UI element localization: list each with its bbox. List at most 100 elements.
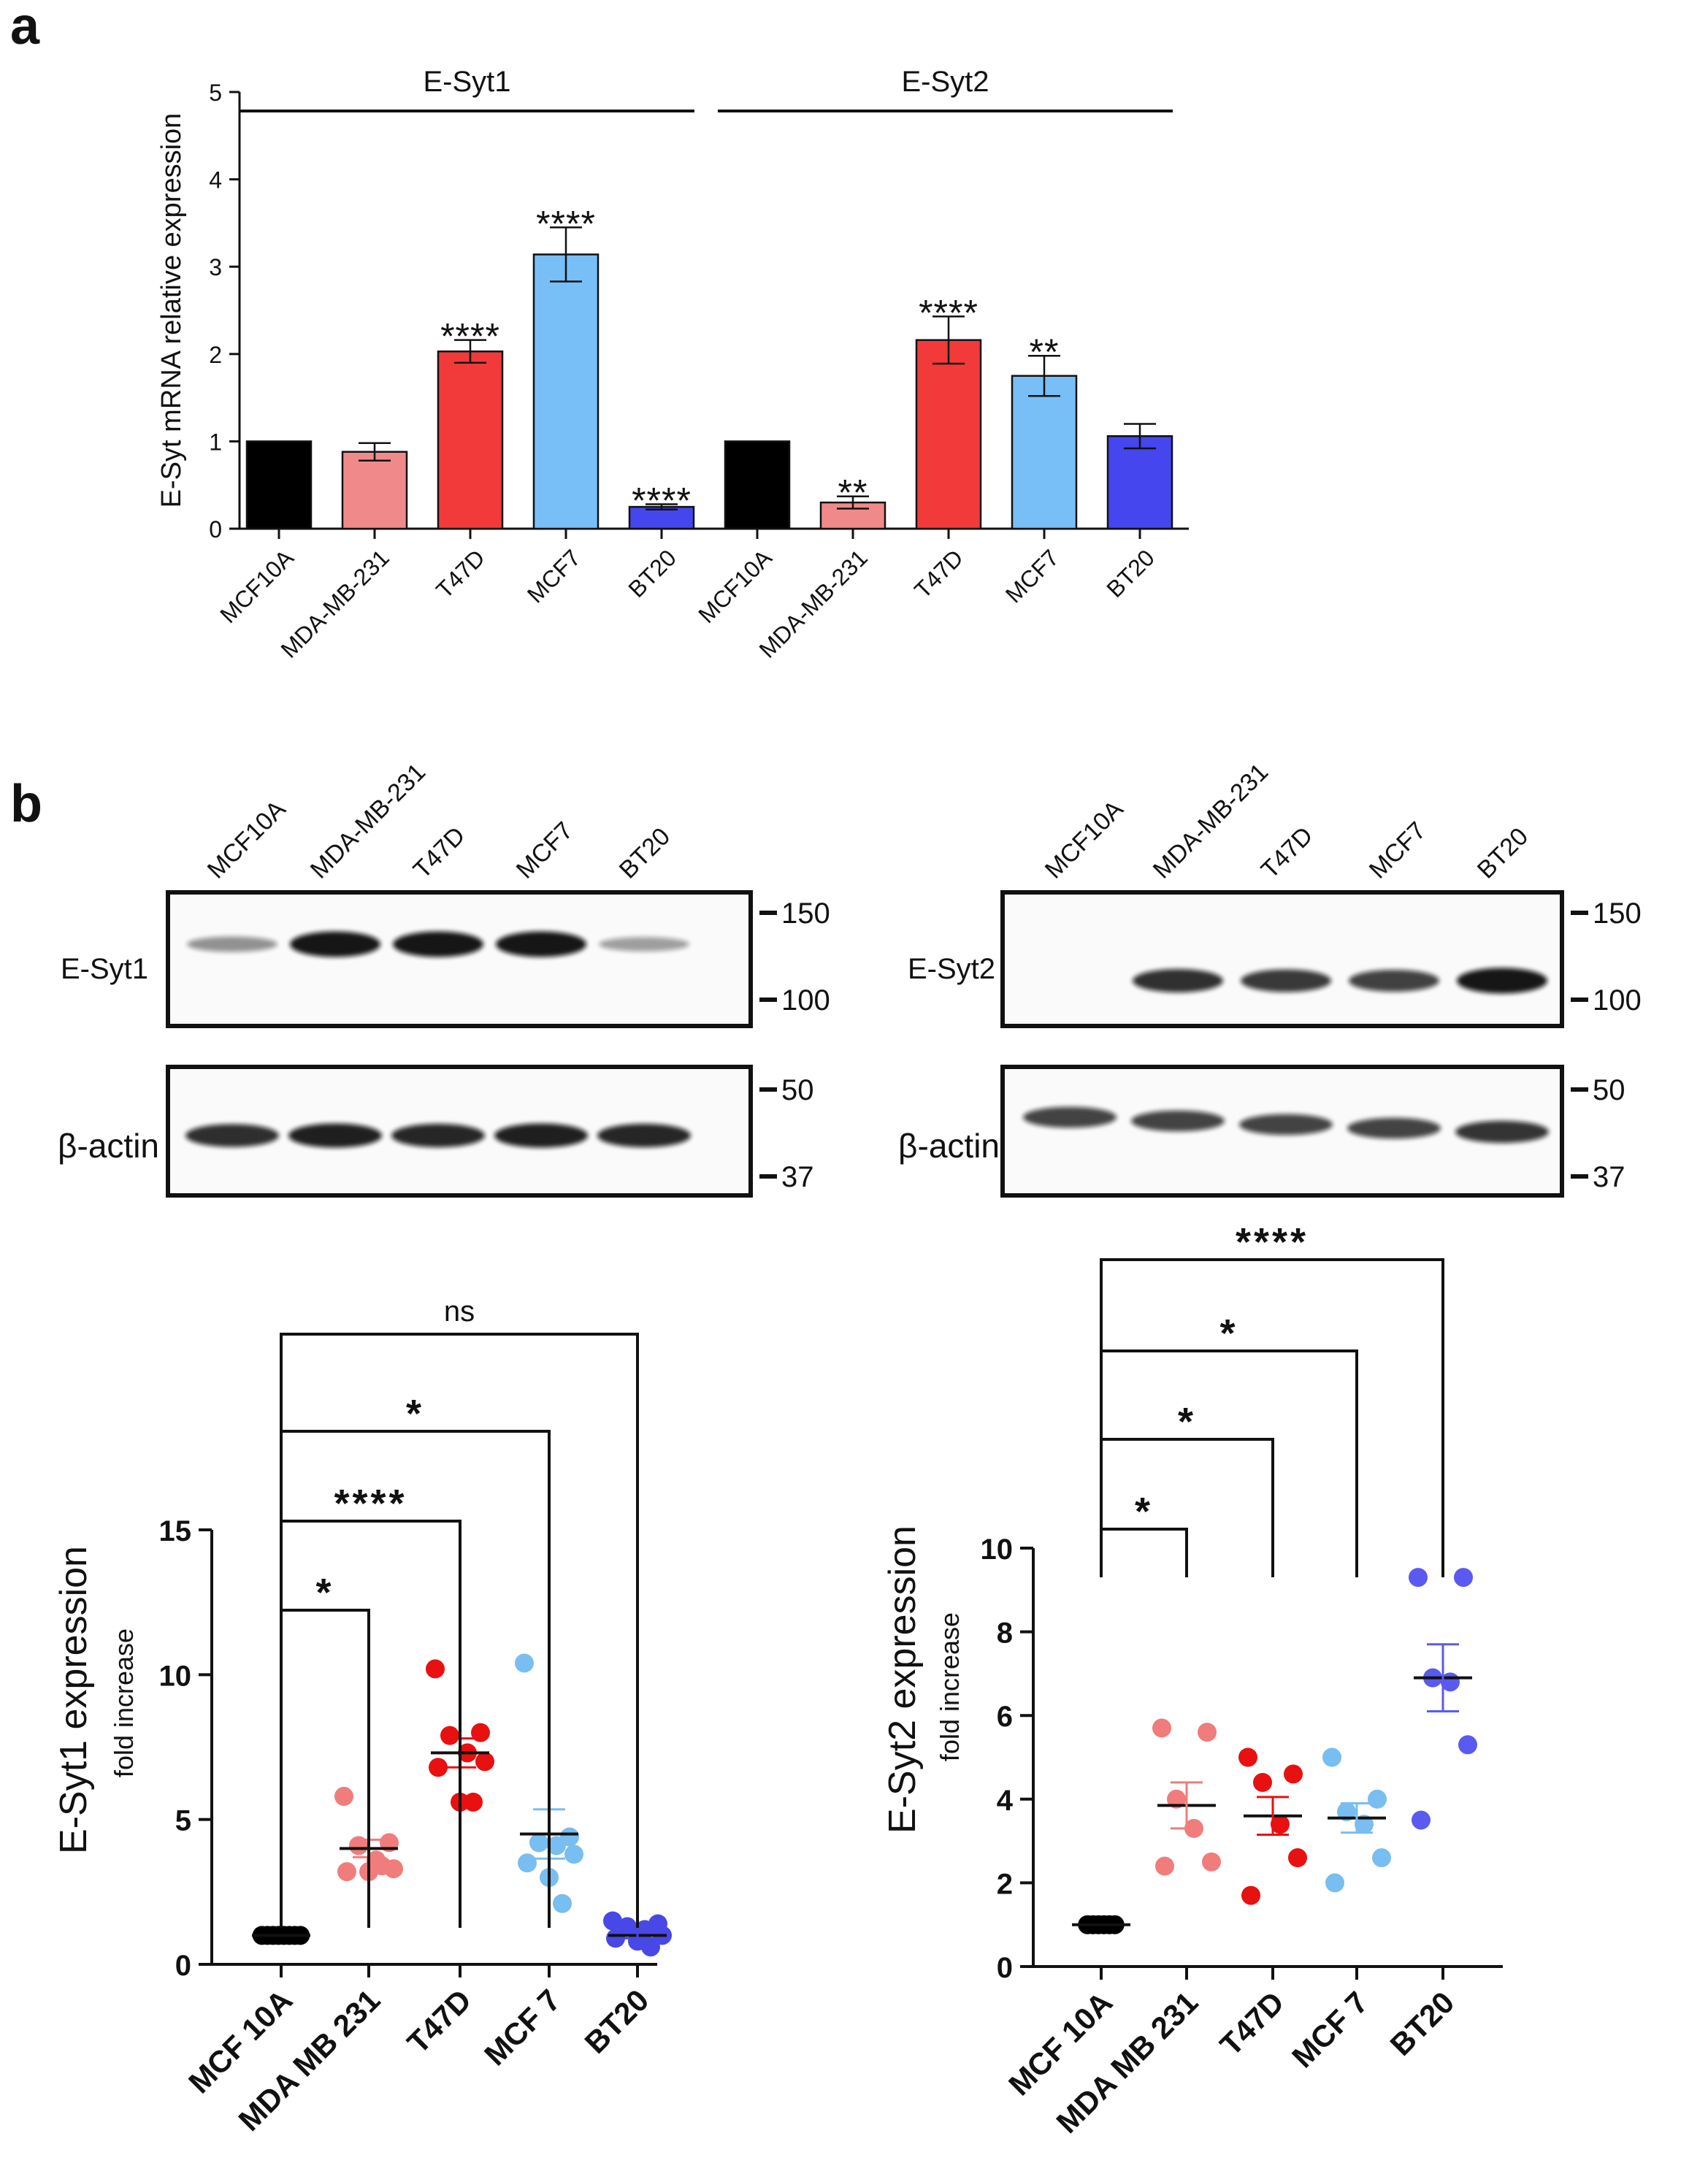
western-blots: MCF10A MDA-MB-231 T47D MCF7 BT20 E-Syt1 β-acti… [58, 758, 1642, 1198]
blot-lane-label: MCF7 [1364, 816, 1431, 884]
scatter-point [1409, 1568, 1428, 1588]
blot-marker-label: 37 [781, 1161, 814, 1193]
blot-loading-band [494, 1123, 588, 1148]
panel-a-significance: **** [440, 316, 500, 357]
scatter-point [1454, 1568, 1473, 1588]
scatter-y-tick-label: 10 [981, 1534, 1014, 1566]
scatter-x-tick-label: T47D [1214, 1985, 1291, 2062]
blot-loading-band [288, 1123, 382, 1148]
scatter-point [1325, 1873, 1344, 1893]
blot-target-box [166, 890, 753, 1028]
panel-a-bar [437, 350, 504, 530]
scatter-x-tick-label: MCF 7 [478, 1983, 567, 2072]
scatter-point [564, 1845, 583, 1864]
panel-a-significance: **** [632, 480, 692, 521]
blot-marker-label: 150 [1593, 897, 1642, 930]
scatter-comparison-bracket [1100, 1258, 1444, 1577]
blot-lane-label: BT20 [614, 822, 675, 884]
scatter-point [426, 1659, 445, 1679]
scatter-comparison-label: **** [1236, 1220, 1309, 1264]
scatter-point [1337, 1801, 1356, 1821]
scatter-point [475, 1752, 494, 1772]
blot-loading-band [1131, 1110, 1225, 1132]
scatter-x-tick-label: T47D [401, 1983, 478, 2060]
blot-loading-band [1023, 1106, 1117, 1128]
panel-a-bar [915, 339, 982, 530]
panel-a-y-tick-label: 2 [209, 342, 222, 368]
scatter-comparison-label: * [315, 1571, 334, 1615]
scatter-comparison-label: * [406, 1392, 424, 1436]
panel-b-left-y-sublabel: fold increase [109, 1628, 139, 1777]
scatter-point [547, 1836, 566, 1856]
panel-a-significance: **** [919, 292, 979, 333]
panel-a-y-tick-label: 3 [209, 254, 222, 280]
scatter-point [529, 1833, 548, 1853]
scatter-point [1368, 1789, 1387, 1809]
panel-a-x-tick-label: T47D [431, 544, 490, 603]
blot-loading-band [597, 1123, 691, 1148]
panel-a-x-tick-label: T47D [909, 544, 968, 603]
panel-a-y-tick-label: 4 [209, 167, 222, 194]
panel-a-bars: ************ ******** [245, 203, 1173, 530]
scatter-point [553, 1894, 572, 1913]
panel-a-group-title: E-Syt1 [423, 66, 510, 98]
scatter-point [1238, 1747, 1257, 1767]
blot-lane-label: T47D [408, 822, 471, 884]
scatter-point [1241, 1885, 1260, 1905]
scatter-point [1288, 1848, 1307, 1868]
panel-a-x-tick-label: BT20 [623, 544, 681, 602]
scatter-point [1152, 1718, 1171, 1738]
scatter-comparison-label: ns [444, 1295, 475, 1328]
scatter-point [1167, 1789, 1186, 1809]
blot-lane-label: MDA-MB-231 [1148, 758, 1274, 884]
scatter-point [1155, 1856, 1174, 1876]
blot-target-label: E-Syt1 [61, 953, 148, 985]
scatter-point [334, 1786, 353, 1806]
scatter-point [1253, 1772, 1272, 1792]
scatter-x-tick-label: BT20 [1384, 1985, 1461, 2062]
blot-loading-label: β-actin [58, 1127, 159, 1165]
scatter-comparison-label: **** [334, 1482, 407, 1525]
panel-a-bar [341, 451, 408, 530]
scatter-comparison-label: * [1178, 1400, 1196, 1444]
panel-a-bar [532, 253, 600, 530]
panel-a-group-title: E-Syt2 [901, 66, 989, 98]
panel-a-x-tick-label: BT20 [1101, 544, 1160, 602]
scatter-x-tick-label: BT20 [578, 1983, 656, 2060]
scatter-point [429, 1758, 448, 1777]
scatter-y-tick-label: 4 [997, 1785, 1014, 1817]
blot-target-band [599, 937, 689, 952]
blot-lane-label: MCF7 [511, 816, 578, 884]
scatter-comparison-bracket [1100, 1349, 1358, 1577]
panel-a-y-tick-label: 5 [209, 80, 222, 106]
panel-a-x-tick-label: MCF7 [1000, 544, 1064, 608]
panel-a-significance: **** [536, 203, 596, 244]
blot-target-box [1000, 890, 1564, 1028]
blot-target-band [1241, 969, 1331, 992]
scatter-y-tick-label: 5 [175, 1805, 191, 1837]
scatter-point [606, 1929, 625, 1948]
panel-a-bar-chart: E-Syt mRNA relative expression 0 1 2 3 4 5 E-… [156, 66, 1189, 663]
scatter-x-tick-label: MCF 7 [1285, 1985, 1374, 2074]
blot-marker-label: 100 [1593, 984, 1642, 1016]
blot-target-label: E-Syt2 [908, 953, 995, 985]
blot-loading-label: β-actin [898, 1127, 1000, 1165]
scatter-comparison-bracket [280, 1609, 370, 1928]
panel-a-significance: ** [838, 472, 868, 513]
scatter-point [464, 1792, 483, 1812]
scatter-point [518, 1853, 537, 1873]
scatter-point [1412, 1810, 1431, 1830]
blot-loading-band [1239, 1114, 1333, 1136]
blot-marker-label: 50 [781, 1074, 814, 1106]
scatter-y-tick-label: 8 [997, 1617, 1013, 1650]
scatter-y-tick-label: 2 [997, 1868, 1013, 1900]
panel-a-x-tick-label: MCF10A [693, 544, 777, 628]
blot-lane-label: MCF10A [1040, 795, 1129, 884]
panel-b-right-y-sublabel: fold increase [935, 1612, 965, 1761]
panel-a-y-tick-label: 0 [209, 516, 222, 543]
scatter-comparison-label: * [1219, 1312, 1238, 1355]
scatter-comparison-label: * [1135, 1490, 1153, 1534]
scatter-point [1198, 1723, 1217, 1742]
